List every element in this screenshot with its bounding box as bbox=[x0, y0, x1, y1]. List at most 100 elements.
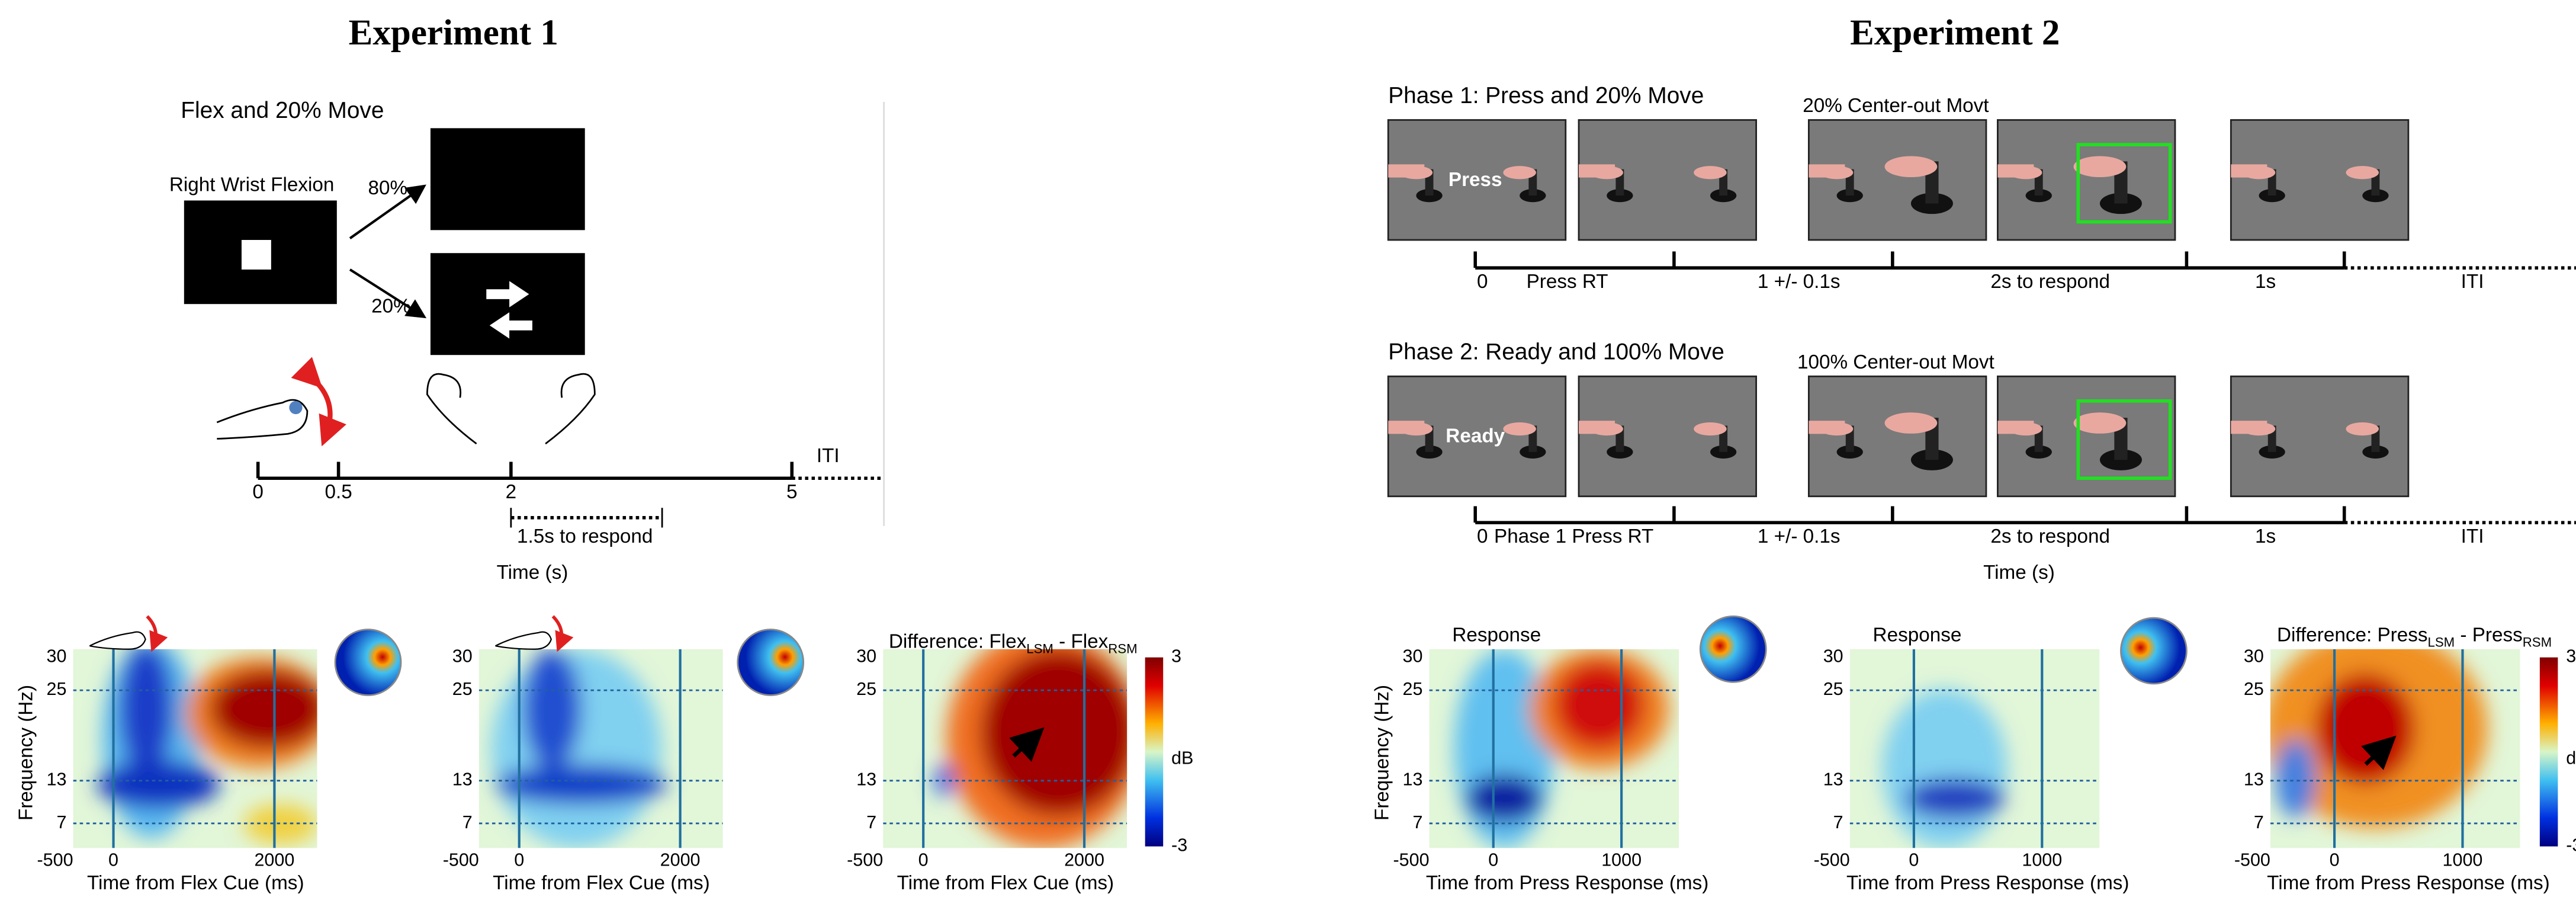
y-tick-label: 25 bbox=[47, 679, 67, 699]
hand bbox=[2346, 166, 2378, 179]
hand bbox=[1694, 422, 1726, 435]
power-blob bbox=[981, 649, 1137, 816]
x-tick-label: -500 bbox=[37, 850, 73, 870]
x-axis-label: Time from Press Response (ms) bbox=[1846, 872, 2129, 894]
x-axis-label: Time from Flex Cue (ms) bbox=[897, 872, 1114, 894]
trial-frame bbox=[1809, 120, 1986, 241]
x-axis-label: Time from Press Response (ms) bbox=[1426, 872, 1709, 894]
movement-label: 20% Center-out Movt bbox=[1803, 95, 1989, 117]
hand bbox=[2346, 422, 2378, 435]
flex-arrow bbox=[147, 616, 156, 646]
x-tick-label: -500 bbox=[1814, 850, 1850, 870]
cue-label: Ready bbox=[1446, 425, 1505, 447]
panel-title: Response bbox=[1452, 624, 1541, 646]
trial-frame bbox=[1579, 376, 1756, 496]
colorbar-label: -3 bbox=[1171, 835, 1187, 855]
timeline-label: 1s bbox=[2255, 526, 2276, 547]
x-tick-label: -500 bbox=[2234, 850, 2270, 870]
title-part: LSM bbox=[1026, 642, 1053, 656]
power-blob bbox=[1554, 661, 1644, 749]
x-tick-label: 0 bbox=[1488, 850, 1498, 870]
timeline-label: 2s to respond bbox=[1990, 526, 2110, 547]
y-tick-label: 13 bbox=[47, 770, 67, 790]
colorbar bbox=[1145, 658, 1164, 847]
flex-arrow bbox=[553, 616, 562, 646]
hand bbox=[1503, 422, 1536, 435]
iti-label: ITI bbox=[817, 445, 840, 467]
hand bbox=[2009, 166, 2042, 179]
trial-frame bbox=[1997, 120, 2175, 241]
hand bbox=[1590, 422, 1623, 435]
heatmap bbox=[479, 649, 723, 848]
title-part: - Press bbox=[2455, 624, 2523, 646]
hand bbox=[2243, 166, 2275, 179]
y-tick-label: 13 bbox=[452, 770, 473, 790]
trial-frame bbox=[2231, 120, 2408, 241]
blank-screen bbox=[431, 128, 585, 230]
trial-frame bbox=[2231, 376, 2408, 496]
phase-title: Phase 1: Press and 20% Move bbox=[1388, 83, 1704, 108]
power-blob bbox=[1904, 778, 2005, 818]
experiment-title: Experiment 1 bbox=[349, 13, 558, 53]
y-tick-label: 30 bbox=[47, 646, 67, 667]
timeline-label: 1s bbox=[2255, 271, 2276, 293]
topo-map bbox=[335, 629, 401, 695]
y-tick-label: 30 bbox=[856, 646, 876, 667]
y-tick-label: 7 bbox=[1833, 812, 1843, 832]
hand bbox=[1400, 166, 1432, 179]
topo-map bbox=[2121, 618, 2186, 684]
x-tick-label: 1000 bbox=[2022, 850, 2062, 870]
experiment-title: Experiment 2 bbox=[1850, 13, 2060, 53]
hand bbox=[1820, 422, 1853, 435]
timeline-label: ITI bbox=[2461, 526, 2484, 547]
colorbar bbox=[2540, 658, 2558, 847]
frame-bg bbox=[1579, 376, 1756, 496]
power-blob bbox=[98, 761, 220, 809]
power-blob bbox=[1467, 774, 1541, 822]
power-blob bbox=[210, 669, 327, 748]
cue-label: Press bbox=[1448, 169, 1502, 191]
timeline-label: 0 bbox=[1477, 271, 1488, 293]
hand-dot bbox=[289, 401, 302, 414]
title-part: Difference: Press bbox=[2277, 624, 2428, 646]
timeline: ITI 1.5s to respond Time (s) bbox=[258, 445, 882, 584]
square bbox=[242, 240, 271, 270]
y-tick-label: 30 bbox=[1823, 646, 1843, 667]
flex-arrow bbox=[316, 382, 330, 437]
x-axis-label: Time from Press Response (ms) bbox=[2267, 872, 2550, 894]
topo-map bbox=[738, 629, 804, 695]
panel-title: Difference: PressLSM - PressRSM bbox=[2277, 624, 2552, 650]
timeline-label: 1 +/- 0.1s bbox=[1758, 526, 1841, 547]
y-tick-label: 7 bbox=[866, 812, 876, 832]
title-part: Difference: Flex bbox=[889, 630, 1027, 652]
trial-frame bbox=[1997, 376, 2175, 496]
hand bbox=[1694, 166, 1726, 179]
y-tick-label: 7 bbox=[2254, 812, 2264, 832]
colorbar-label: dB bbox=[2566, 748, 2576, 768]
trial-frame bbox=[1579, 120, 1756, 241]
frame-bg bbox=[2231, 120, 2408, 241]
y-tick-label: 25 bbox=[856, 679, 876, 699]
title-part: Response bbox=[1452, 624, 1541, 646]
y-tick-label: 7 bbox=[462, 812, 473, 832]
x-tick-label: 2000 bbox=[254, 850, 294, 870]
arrow-screen bbox=[431, 253, 585, 355]
hand-icon bbox=[496, 632, 551, 649]
hand bbox=[2074, 156, 2127, 178]
trial-frame bbox=[1809, 376, 1986, 496]
power-blob bbox=[523, 649, 582, 768]
colorbar-label: -3 bbox=[2566, 835, 2576, 855]
condition-label: Flex and 20% Move bbox=[181, 98, 384, 123]
respond-label: 1.5s to respond bbox=[517, 526, 653, 547]
hand bbox=[1885, 412, 1938, 434]
colorbar-label: 3 bbox=[1171, 646, 1181, 667]
timeline-label: Phase 1 Press RT bbox=[1494, 526, 1653, 547]
y-tick-label: 7 bbox=[1413, 812, 1423, 832]
hand bbox=[1400, 422, 1432, 435]
x-axis-label: Time from Flex Cue (ms) bbox=[87, 872, 304, 894]
hand bbox=[2009, 422, 2042, 435]
hand-icon bbox=[545, 374, 595, 444]
timeline-label: Press RT bbox=[1527, 271, 1608, 293]
branch-label: 80% bbox=[368, 177, 408, 199]
hand bbox=[2243, 422, 2275, 435]
